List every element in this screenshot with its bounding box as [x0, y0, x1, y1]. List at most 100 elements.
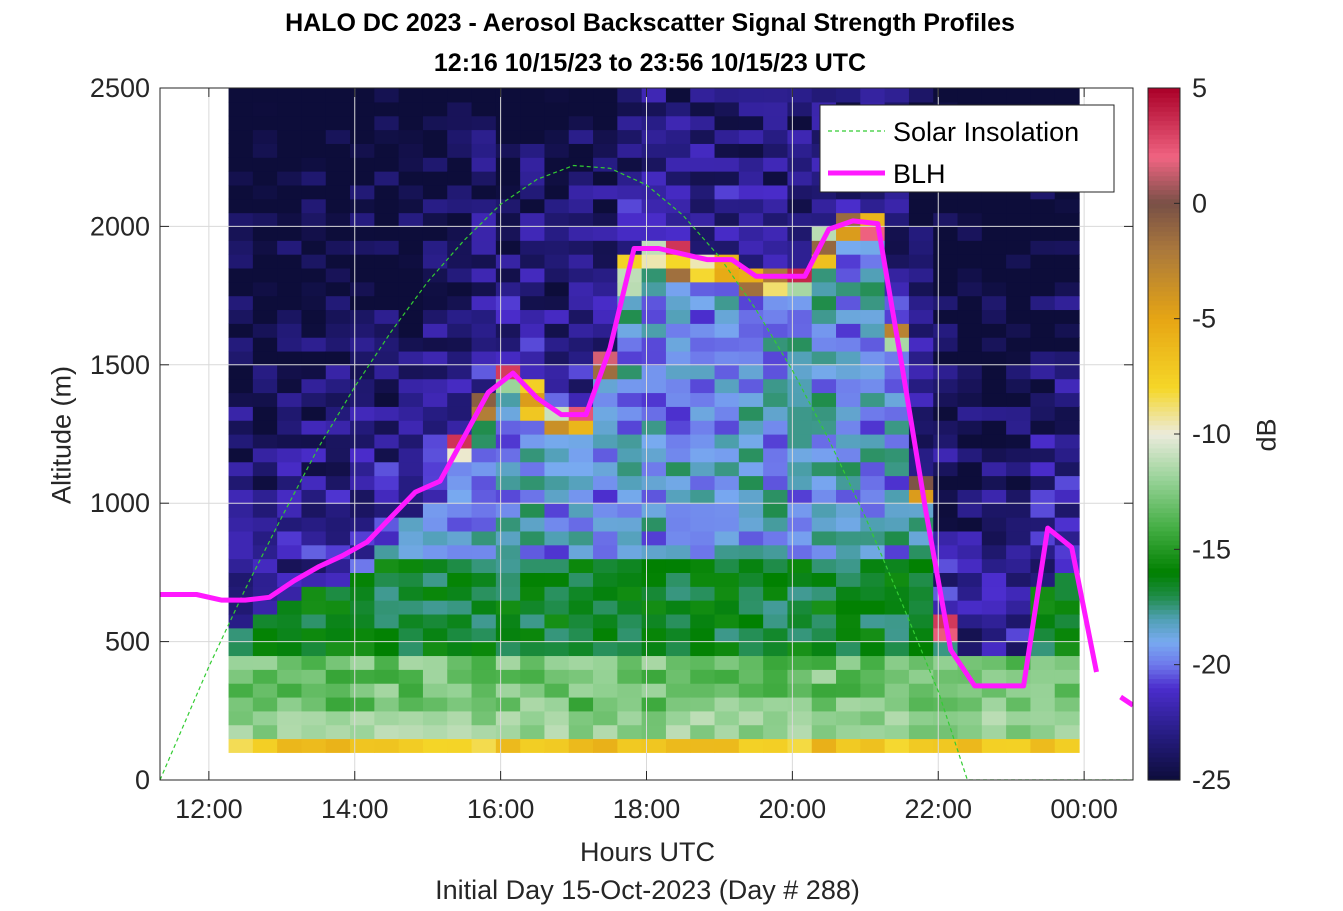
heatmap-cell [908, 558, 934, 573]
heatmap-cell [738, 101, 764, 117]
heatmap-cell [374, 627, 400, 643]
heatmap-cell [544, 309, 570, 324]
heatmap-cell [714, 392, 740, 407]
heatmap-cell [422, 641, 448, 657]
heatmap-cell [836, 281, 861, 297]
heatmap-cell [641, 171, 667, 186]
heatmap-cell [520, 461, 546, 477]
heatmap-cell [398, 101, 424, 117]
heatmap-cell [738, 157, 764, 172]
heatmap-cell [1030, 406, 1056, 421]
heatmap-cell [641, 655, 667, 670]
colorbar-step [1148, 577, 1180, 583]
colorbar-step [1148, 309, 1180, 315]
heatmap-cell [568, 558, 594, 573]
heatmap-cell [763, 198, 789, 214]
colorbar-step [1148, 281, 1180, 287]
heatmap-cell [665, 392, 691, 407]
colorbar-step [1148, 609, 1180, 615]
heatmap-cell [641, 295, 667, 311]
heatmap-cell [277, 337, 303, 352]
heatmap-cell [374, 696, 400, 712]
colorbar-step [1148, 752, 1180, 758]
heatmap-cell [1054, 198, 1080, 214]
heatmap-cell [495, 627, 521, 643]
colorbar-step [1148, 457, 1180, 463]
heatmap-cell [252, 669, 278, 684]
heatmap-cell [738, 738, 764, 753]
heatmap-cell [811, 627, 837, 643]
heatmap-cell [860, 281, 886, 297]
heatmap-cell [1054, 309, 1080, 324]
heatmap-cell [933, 281, 959, 297]
heatmap-cell [252, 641, 278, 657]
heatmap-cell [568, 669, 594, 684]
heatmap-cell [617, 198, 643, 214]
heatmap-cell [495, 129, 521, 144]
heatmap-cell [665, 461, 691, 477]
heatmap-cell [520, 337, 546, 352]
heatmap-cell [957, 461, 983, 477]
heatmap-cell [228, 503, 254, 518]
heatmap-cell [787, 475, 813, 490]
heatmap-cell [228, 434, 254, 449]
heatmap-cell [544, 434, 570, 449]
heatmap-cell [398, 447, 424, 463]
y-tick-label: 2500 [90, 73, 150, 103]
heatmap-cell [665, 143, 691, 158]
heatmap-cell [520, 254, 546, 269]
heatmap-cell [860, 572, 886, 587]
heatmap-cell [714, 641, 740, 657]
colorbar-step [1148, 480, 1180, 486]
heatmap-cell [471, 738, 497, 753]
heatmap-cell [398, 198, 424, 214]
heatmap-cell [593, 655, 618, 670]
heatmap-cell [908, 240, 934, 255]
heatmap-cell [325, 641, 351, 657]
heatmap-cell [568, 198, 594, 214]
heatmap-cell [641, 115, 667, 131]
heatmap-cell [787, 295, 813, 311]
heatmap-cell [398, 129, 424, 144]
heatmap-cell [520, 350, 546, 366]
heatmap-cell [593, 641, 618, 657]
heatmap-cell [763, 226, 789, 241]
colorbar-step [1148, 258, 1180, 264]
heatmap-cell [447, 572, 473, 587]
heatmap-cell [495, 392, 521, 407]
heatmap-cell [1054, 627, 1080, 643]
heatmap-cell [714, 364, 740, 380]
heatmap-cell [665, 171, 691, 186]
heatmap-cell [665, 669, 691, 684]
heatmap-cell [957, 406, 983, 421]
heatmap-cell [593, 517, 618, 532]
heatmap-cell [544, 655, 570, 670]
heatmap-cell [277, 364, 303, 380]
colorbar-step [1148, 738, 1180, 744]
heatmap-cell [568, 489, 594, 504]
heatmap-cell [447, 364, 473, 380]
heatmap-cell [398, 350, 424, 366]
heatmap-cell [714, 683, 740, 698]
heatmap-cell [568, 738, 594, 753]
heatmap-cell [471, 558, 497, 573]
heatmap-cell [690, 378, 716, 394]
heatmap-cell [738, 143, 764, 158]
heatmap-cell [957, 447, 983, 463]
heatmap-cell [714, 295, 740, 311]
heatmap-cell [301, 267, 327, 283]
heatmap-cell [1054, 267, 1080, 283]
colorbar-step [1148, 766, 1180, 772]
heatmap-cell [738, 447, 764, 463]
heatmap-cell [277, 475, 303, 490]
heatmap-cell [860, 323, 886, 338]
heatmap-cell [1054, 613, 1080, 629]
heatmap-cell [690, 101, 716, 117]
heatmap-cell [836, 309, 861, 324]
colorbar-step [1148, 267, 1180, 274]
heatmap-cell [641, 710, 667, 726]
heatmap-cell [787, 627, 813, 643]
heatmap-cell [641, 143, 667, 158]
heatmap-cell [617, 184, 643, 200]
heatmap-cell [787, 544, 813, 560]
